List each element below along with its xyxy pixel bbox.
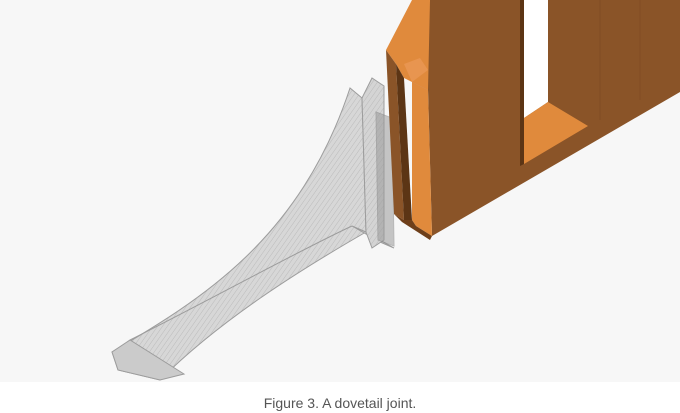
ghost-board <box>111 77 395 381</box>
figure-caption: Figure 3. A dovetail joint. <box>263 395 417 411</box>
wood-board <box>386 0 680 240</box>
figure-image <box>111 0 680 381</box>
dovetail-joint-illustration <box>111 0 680 381</box>
